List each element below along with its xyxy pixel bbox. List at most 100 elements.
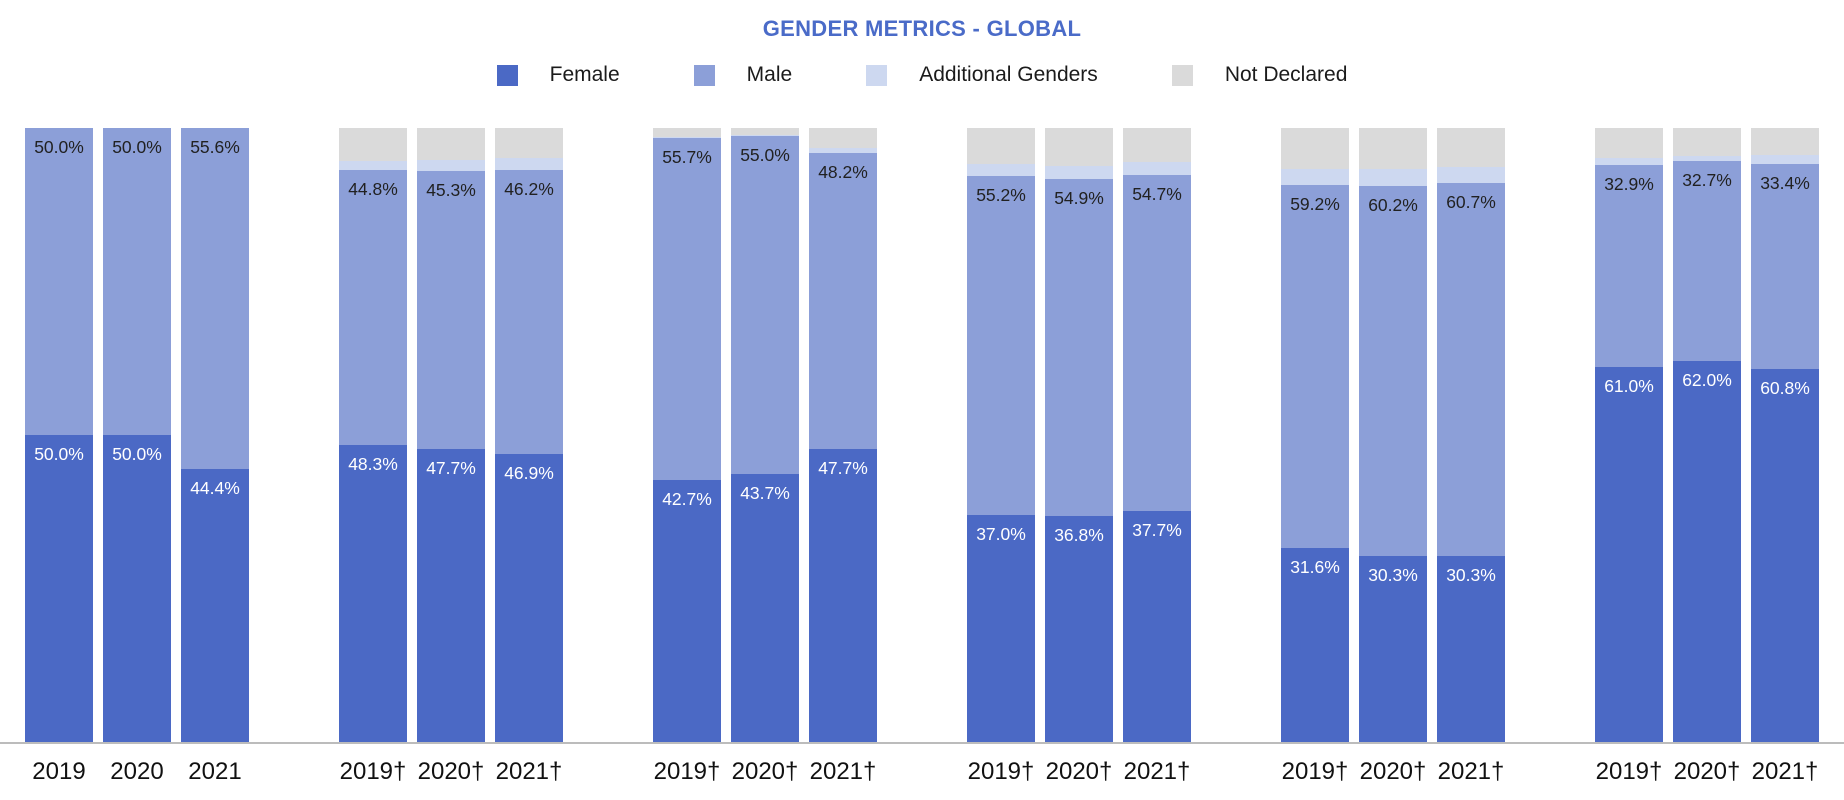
female-value-label: 60.8% (1760, 377, 1810, 398)
male-value-label: 55.2% (976, 184, 1026, 205)
bar-segment-male: 33.4% (1751, 163, 1819, 369)
female-value-label: 37.0% (976, 523, 1026, 544)
bar-segment-male: 55.6% (181, 128, 249, 470)
male-value-label: 54.9% (1054, 187, 1104, 208)
bar-segment-male: 54.7% (1123, 174, 1191, 511)
bar-segment-male: 59.2% (1281, 184, 1349, 548)
bar-group: 59.2% 31.6% 60.2% 30.3% 60.7% 30.3% (1281, 128, 1505, 742)
bar-segment-female: 62.0% (1673, 361, 1741, 742)
x-axis-label: 2020 (110, 758, 164, 785)
bar-segment-additional (1123, 162, 1191, 175)
bar-segment-additional (1437, 166, 1505, 184)
bar-segment-additional (1595, 158, 1663, 166)
bar-segment-male: 44.8% (339, 170, 407, 446)
stacked-bar-2019: 32.9% 61.0% (1595, 128, 1663, 742)
bar-segment-additional (1673, 155, 1741, 161)
x-axis-label: 2020† (1359, 758, 1427, 785)
bar-segment-additional (495, 158, 563, 171)
female-value-label: 47.7% (426, 458, 476, 479)
x-axis-label: 2019† (967, 758, 1035, 785)
bar-segment-male: 55.2% (967, 175, 1035, 515)
bar-segment-not_declared (731, 128, 799, 135)
male-value-label: 48.2% (818, 162, 868, 183)
bar-segment-female: 36.8% (1045, 516, 1113, 742)
legend-label-not_declared: Not Declared (1224, 63, 1348, 86)
female-value-label: 46.9% (504, 463, 554, 484)
bar-segment-not_declared (1045, 128, 1113, 167)
female-value-label: 61.0% (1604, 376, 1654, 397)
bar-segment-not_declared (1673, 128, 1741, 156)
bar-segment-not_declared (1359, 128, 1427, 170)
plot-area: 50.0% 50.0% 50.0% 50.0% 55.6% 44.4% 44.8% 48.3%… (0, 128, 1844, 742)
bar-segment-not_declared (1595, 128, 1663, 159)
female-value-label: 31.6% (1290, 556, 1340, 577)
bar-segment-additional (809, 148, 877, 154)
bar-segment-not_declared (417, 128, 485, 160)
bar-segment-additional (339, 160, 407, 171)
bar-segment-male: 32.9% (1595, 165, 1663, 368)
female-value-label: 42.7% (662, 488, 712, 509)
bar-segment-female: 50.0% (103, 435, 171, 742)
bar-segment-not_declared (1437, 128, 1505, 167)
male-value-label: 46.2% (504, 179, 554, 200)
x-axis-label-group: 2019† 2020† 2021† (653, 758, 877, 786)
bar-segment-male: 32.7% (1673, 160, 1741, 362)
female-value-label: 50.0% (112, 444, 162, 464)
x-axis-label: 2021† (495, 758, 563, 785)
female-value-label: 62.0% (1682, 370, 1732, 391)
bar-segment-female: 44.4% (181, 469, 249, 742)
bar-segment-male: 46.2% (495, 170, 563, 455)
female-value-label: 37.7% (1132, 519, 1182, 540)
male-value-label: 60.2% (1368, 195, 1418, 216)
male-value-label: 32.7% (1682, 169, 1732, 190)
bar-segment-female: 30.3% (1437, 555, 1505, 742)
x-axis-label-group: 2019† 2020† 2021† (967, 758, 1191, 786)
x-axis-line (0, 742, 1844, 744)
legend-label-female: Female (549, 63, 620, 86)
bar-group: 50.0% 50.0% 50.0% 50.0% 55.6% 44.4% (25, 128, 249, 742)
bar-segment-female: 31.6% (1281, 547, 1349, 742)
female-value-label: 30.3% (1368, 564, 1418, 585)
legend-label-male: Male (746, 63, 793, 86)
bar-segment-male: 55.0% (731, 136, 799, 474)
stacked-bar-2020: 32.7% 62.0% (1673, 128, 1741, 742)
x-axis-label: 2021† (1437, 758, 1505, 785)
legend-label-additional: Additional Genders (919, 63, 1098, 86)
bar-segment-female: 30.3% (1359, 555, 1427, 742)
x-axis-label: 2020† (1045, 758, 1113, 785)
male-value-label: 55.6% (190, 137, 240, 158)
bar-segment-female: 46.9% (495, 454, 563, 742)
bar-segment-additional (1359, 169, 1427, 187)
bar-segment-additional (417, 159, 485, 171)
bar-segment-additional (1281, 168, 1349, 185)
female-value-label: 43.7% (740, 482, 790, 503)
x-axis-label: 2020† (731, 758, 799, 785)
stacked-bar-2019: 55.7% 42.7% (653, 128, 721, 742)
male-value-label: 32.9% (1604, 174, 1654, 195)
bar-segment-not_declared (653, 128, 721, 137)
bar-segment-not_declared (809, 128, 877, 149)
x-axis-label-group: 2019† 2020† 2021† (1595, 758, 1819, 786)
x-axis-label-group: 2019 2020 2021 (25, 758, 249, 786)
female-value-label: 30.3% (1446, 564, 1496, 585)
bar-segment-additional (1045, 166, 1113, 179)
x-axis-label: 2019† (339, 758, 407, 785)
chart-legend: Female Male Additional Genders Not Declared (0, 56, 1844, 94)
bar-segment-female: 50.0% (25, 435, 93, 742)
female-value-label: 48.3% (348, 454, 398, 475)
male-value-label: 33.4% (1760, 172, 1810, 193)
bar-segment-female: 37.0% (967, 514, 1035, 742)
bar-segment-additional (653, 136, 721, 138)
stacked-bar-2020: 60.2% 30.3% (1359, 128, 1427, 742)
x-axis-label-group: 2019† 2020† 2021† (339, 758, 563, 786)
bar-segment-male: 54.9% (1045, 178, 1113, 517)
bar-segment-male: 50.0% (103, 128, 171, 435)
stacked-bar-2021: 55.6% 44.4% (181, 128, 249, 742)
bar-segment-additional (731, 134, 799, 136)
x-axis-label: 2021† (1751, 758, 1819, 785)
bar-segment-female: 47.7% (809, 449, 877, 742)
bar-segment-female: 48.3% (339, 445, 407, 742)
stacked-bar-2021: 33.4% 60.8% (1751, 128, 1819, 742)
stacked-bar-2020: 54.9% 36.8% (1045, 128, 1113, 742)
female-value-label: 44.4% (190, 478, 240, 499)
